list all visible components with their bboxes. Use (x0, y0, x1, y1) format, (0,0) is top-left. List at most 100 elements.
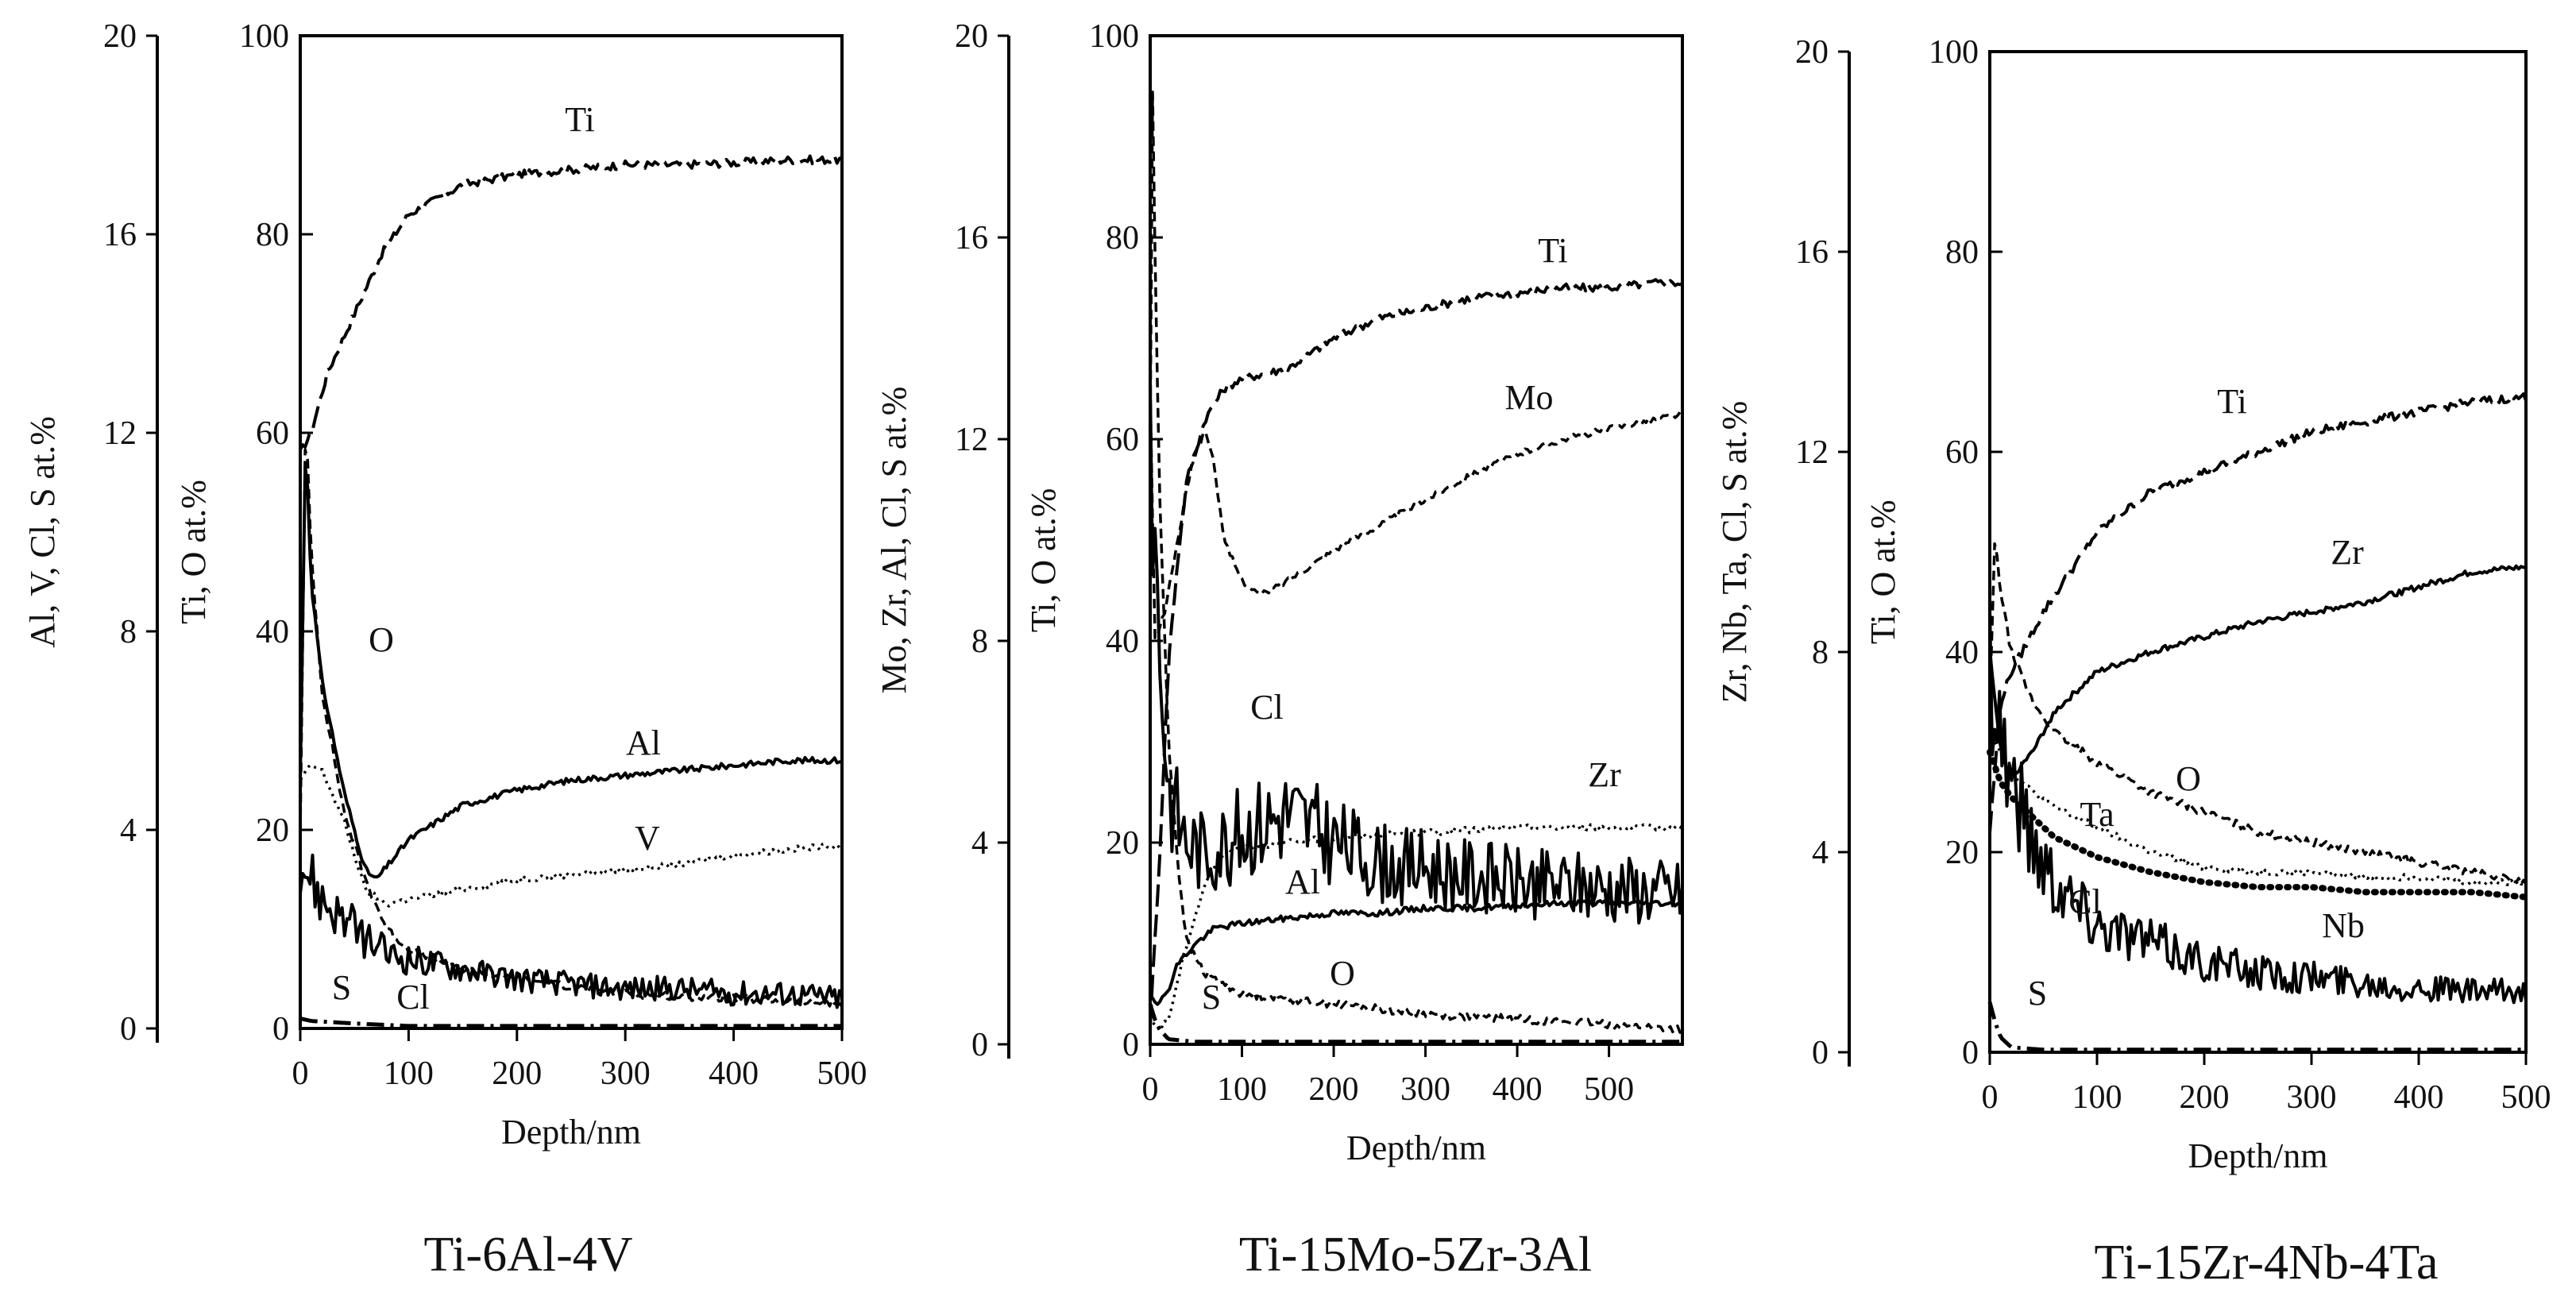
series-line-ti (1988, 392, 2528, 834)
y-left-tick-label: 40 (256, 614, 289, 650)
y-right-tick-label: 20 (1795, 34, 1829, 71)
series-label-zr: Zr (1588, 755, 1621, 794)
series-line-o (299, 448, 844, 1009)
plot-frame (1149, 34, 1684, 1046)
y-right-axis-title: Al, V, Cl, S at.% (23, 416, 62, 648)
y-right-tick-label: 12 (955, 422, 988, 458)
y-left-tick-label: 80 (1945, 234, 1979, 271)
series-line-mo (1149, 388, 1683, 640)
series-label-al: Al (1285, 862, 1320, 901)
y-left-tick-label: 20 (1945, 835, 1979, 871)
x-tick-label: 500 (817, 1055, 867, 1092)
y-right-tick-label: 20 (955, 18, 988, 55)
series-label-s: S (1202, 978, 1221, 1017)
series-label-o: O (369, 620, 394, 659)
x-tick-label: 400 (2394, 1079, 2444, 1116)
series-label-cl: Cl (2068, 882, 2102, 921)
series-line-s (1987, 1001, 2526, 1052)
x-tick-label: 100 (384, 1055, 434, 1092)
x-tick-label: 0 (292, 1055, 309, 1092)
series-label-mo: Mo (1504, 378, 1553, 417)
y-left-tick-label: 0 (1962, 1035, 1979, 1071)
series-label-zr: Zr (2331, 533, 2364, 572)
x-tick-label: 100 (2072, 1079, 2122, 1116)
y-right-axis-title: Zr, Nb, Ta, Cl, S at.% (1715, 401, 1754, 704)
x-tick-label: 300 (601, 1055, 651, 1092)
y-right-tick-label: 8 (120, 614, 137, 650)
y-left-tick-label: 40 (1945, 635, 1979, 671)
y-right-tick-label: 0 (971, 1027, 988, 1063)
x-tick-label: 500 (1584, 1071, 1634, 1108)
y-right-axis-title: Mo, Zr, Al, Cl, S at.% (875, 387, 913, 694)
series-line-v (299, 763, 844, 908)
x-tick-label: 100 (1217, 1071, 1267, 1108)
y-right-tick-label: 4 (120, 812, 137, 849)
y-right-tick-label: 4 (1812, 835, 1829, 871)
y-left-tick-label: 60 (1945, 434, 1979, 471)
x-tick-label: 200 (492, 1055, 542, 1092)
series-label-cl: Cl (1250, 688, 1284, 727)
y-left-tick-label: 100 (239, 18, 289, 55)
y-right-tick-label: 12 (103, 415, 137, 452)
y-left-axis-title: Ti, O at.% (174, 480, 213, 624)
x-tick-label: 500 (2501, 1079, 2551, 1116)
series-label-cl: Cl (396, 978, 430, 1017)
x-tick-label: 0 (1142, 1071, 1159, 1108)
panel-subtitle: Ti-15Zr-4Nb-4Ta (2095, 1236, 2439, 1290)
y-left-tick-label: 0 (1122, 1027, 1139, 1063)
series-label-o: O (1330, 954, 1355, 993)
x-tick-label: 300 (2287, 1079, 2337, 1116)
series-line-o (1988, 542, 2528, 886)
series-line-cl (1988, 605, 2528, 1005)
series-label-v: V (635, 819, 660, 858)
y-left-tick-label: 100 (1089, 18, 1139, 55)
y-left-tick-label: 80 (256, 217, 289, 253)
y-left-tick-label: 20 (1106, 825, 1139, 862)
series-line-cl (1149, 382, 1684, 925)
y-right-tick-label: 16 (103, 217, 137, 253)
series-line-o (1149, 91, 1684, 1034)
x-tick-label: 200 (1309, 1071, 1359, 1108)
y-left-tick-label: 60 (256, 415, 289, 452)
x-tick-label: 400 (1493, 1071, 1543, 1108)
panel-subtitle: Ti-6Al-4V (424, 1228, 633, 1282)
series-label-ti: Ti (2217, 382, 2247, 421)
y-right-tick-label: 8 (1812, 635, 1829, 671)
y-left-tick-label: 60 (1106, 422, 1139, 458)
series-line-s (1148, 1003, 1682, 1044)
series-label-ti: Ti (1538, 231, 1568, 270)
series-line-ta (1988, 728, 2528, 886)
x-axis-title: Depth/nm (501, 1113, 641, 1152)
x-axis-title: Depth/nm (2188, 1136, 2328, 1175)
series-line-s (299, 1017, 842, 1028)
y-left-tick-label: 0 (272, 1011, 289, 1047)
plot-frame (299, 34, 844, 1030)
y-right-tick-label: 0 (120, 1011, 137, 1047)
x-tick-label: 400 (709, 1055, 759, 1092)
panel-subtitle: Ti-15Mo-5Zr-3Al (1239, 1228, 1592, 1282)
series-line-zr (1988, 564, 2527, 776)
y-right-tick-label: 0 (1812, 1035, 1829, 1071)
x-tick-label: 300 (1400, 1071, 1450, 1108)
series-line-cl (299, 853, 844, 1009)
series-line-zr (1149, 823, 1684, 1032)
x-tick-label: 0 (1982, 1079, 1999, 1116)
x-tick-label: 200 (2180, 1079, 2230, 1116)
y-left-axis-title: Ti, O at.% (1863, 500, 1902, 644)
series-label-al: Al (626, 723, 661, 762)
plot-frame (1988, 50, 2528, 1054)
series-line-ti (299, 154, 843, 451)
y-left-tick-label: 80 (1106, 220, 1139, 257)
y-left-axis-title: Ti, O at.% (1024, 488, 1063, 633)
y-right-tick-label: 4 (971, 825, 988, 862)
y-right-tick-label: 12 (1795, 434, 1829, 471)
series-label-s: S (2028, 974, 2047, 1013)
series-line-ti (1149, 278, 1683, 1028)
series-label-ta: Ta (2080, 795, 2114, 834)
y-left-tick-label: 100 (1929, 34, 1979, 71)
series-line-al (299, 465, 843, 879)
series-line-nb (1987, 749, 2529, 901)
